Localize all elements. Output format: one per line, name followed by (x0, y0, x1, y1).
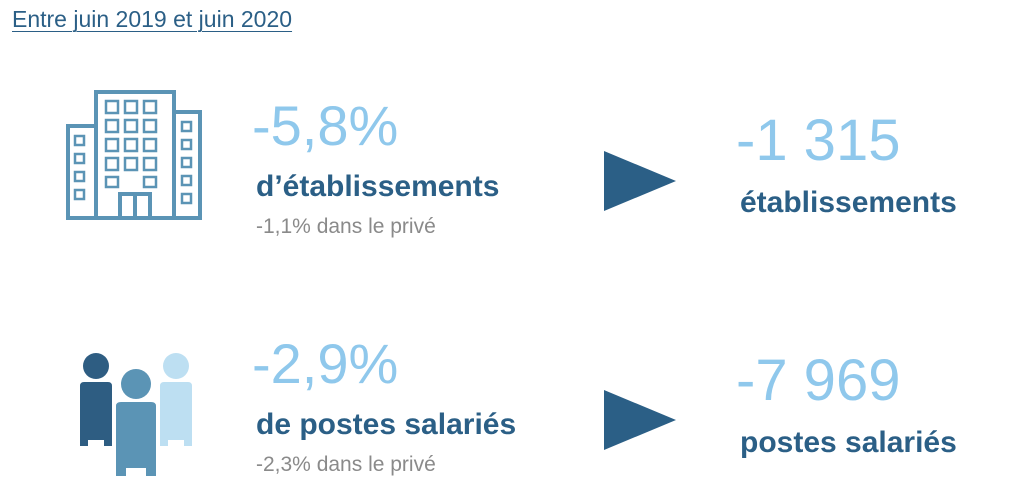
jobs-private-note: -2,3% dans le privé (256, 453, 436, 476)
jobs-label: de postes salariés (256, 408, 517, 441)
establishments-count-label: établissements (740, 186, 957, 219)
building-icon (66, 90, 202, 220)
jobs-percent: -2,9% (252, 332, 399, 395)
establishments-percent: -5,8% (252, 94, 399, 157)
establishments-private-note: -1,1% dans le privé (256, 215, 436, 238)
establishments-label: d’établissements (256, 170, 500, 203)
jobs-count: -7 969 (736, 348, 901, 413)
people-icon (80, 353, 192, 476)
jobs-count-label: postes salariés (740, 426, 957, 459)
arrow-right-icon (604, 151, 676, 211)
period-title: Entre juin 2019 et juin 2020 (12, 6, 293, 32)
arrow-right-icon (604, 390, 676, 450)
establishments-count: -1 315 (736, 108, 901, 173)
